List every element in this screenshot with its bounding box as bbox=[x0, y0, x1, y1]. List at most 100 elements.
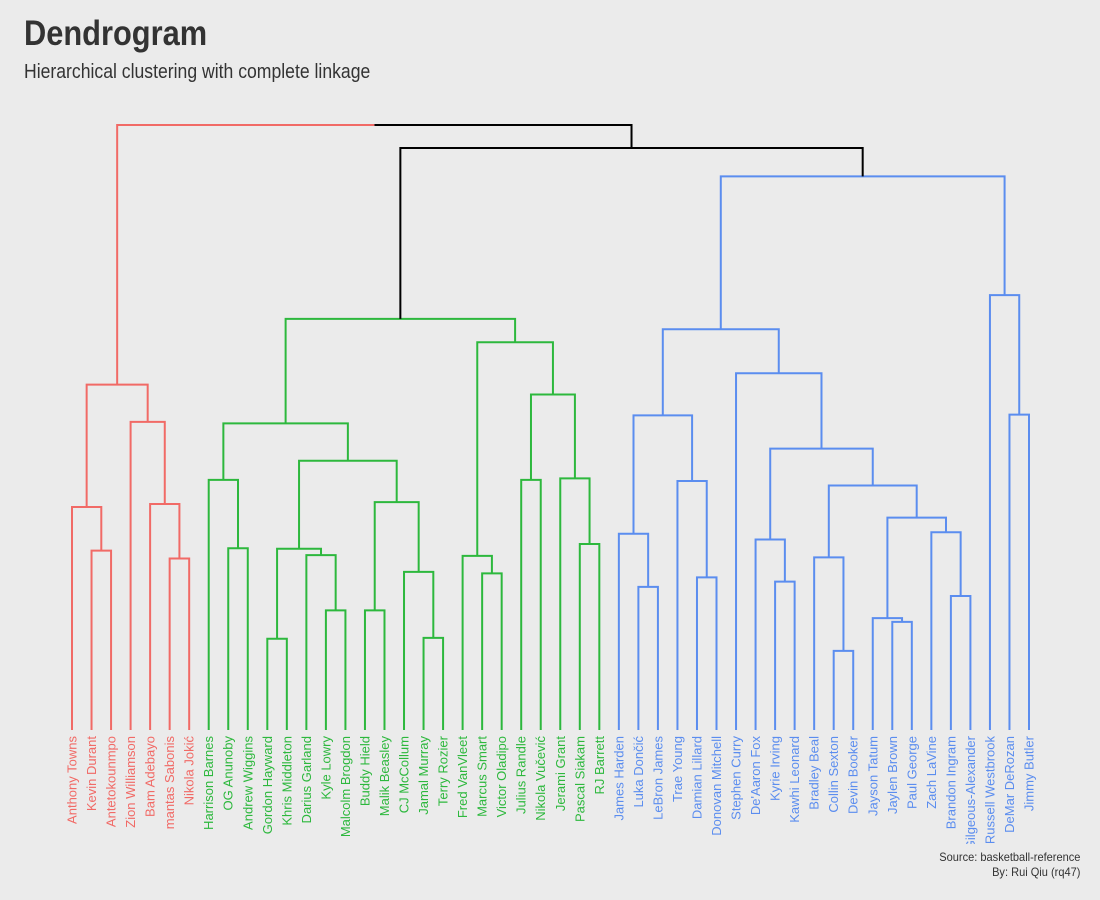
dendrogram-link bbox=[305, 554, 337, 730]
leaf-label: LeBron James bbox=[650, 736, 665, 820]
dendrogram-link bbox=[813, 556, 845, 730]
dendrogram-link bbox=[481, 572, 503, 730]
leaf-label: Pascal Siakam bbox=[572, 736, 587, 822]
leaf-label: Zach LaVine bbox=[924, 736, 939, 809]
dendrogram-link bbox=[578, 542, 601, 730]
leaf-label: Harrison Barnes bbox=[201, 736, 216, 830]
leaf-label: Malcolm Brogdon bbox=[338, 736, 353, 837]
leaf-label: OG Anunoby bbox=[221, 736, 236, 811]
leaf-label: Khris Middleton bbox=[279, 736, 294, 826]
leaf-label: Fred VanVleet bbox=[455, 736, 470, 819]
dendrogram-link bbox=[661, 328, 780, 416]
leaf-label: Jamal Murray bbox=[416, 736, 431, 815]
dendrogram-link bbox=[403, 570, 435, 730]
leaf-label: Damian Lillard bbox=[689, 736, 704, 819]
leaf-label: Trae Young bbox=[670, 736, 685, 802]
caption: Source: basketball-reference By: Rui Qiu… bbox=[939, 850, 1080, 880]
leaf-label: Stephen Curry bbox=[729, 736, 744, 820]
leaf-label: CJ McCollum bbox=[397, 736, 412, 813]
leaf-label: Zion Williamson bbox=[123, 736, 138, 828]
dendrogram-link bbox=[149, 502, 181, 730]
leaf-label: RJ Barrett bbox=[592, 736, 607, 795]
dendrogram-link bbox=[266, 637, 288, 730]
leaf-labels: Anthony Towns Kevin Durant Antetokounmpo Zi… bbox=[65, 735, 1037, 850]
dendrogram-link bbox=[373, 501, 420, 611]
leaf-label: Collin Sexton bbox=[826, 736, 841, 813]
dendrogram-links bbox=[71, 124, 1030, 730]
dendrogram-link bbox=[719, 175, 1006, 330]
leaf-label: Kawhi Leonard bbox=[787, 736, 802, 823]
dendrogram-link bbox=[207, 478, 240, 730]
leaf-label: Gilgeous-Alexander bbox=[963, 735, 978, 850]
dendrogram-link bbox=[774, 580, 796, 730]
leaf-label: Darius Garland bbox=[299, 736, 314, 823]
leaf-label: Kevin Durant bbox=[84, 736, 99, 812]
dendrogram-link bbox=[891, 620, 913, 730]
leaf-label: Terry Rozier bbox=[436, 735, 451, 806]
dendrogram-link bbox=[871, 617, 904, 730]
dendrogram-link bbox=[324, 609, 347, 730]
leaf-label: Russell Westbrook bbox=[982, 736, 997, 845]
caption-author: By: Rui Qiu (rq47) bbox=[991, 865, 1080, 879]
leaf-label: Luka Dončić bbox=[631, 736, 646, 808]
chart-subtitle: Hierarchical clustering with complete li… bbox=[24, 61, 371, 83]
dendrogram-link bbox=[168, 557, 191, 730]
leaf-label: Kyle Lowry bbox=[318, 736, 333, 800]
leaf-label: Jerami Grant bbox=[553, 736, 568, 812]
dendrogram-link bbox=[227, 547, 249, 730]
leaf-label: DeMar DeRozan bbox=[1002, 736, 1017, 833]
dendrogram-link bbox=[71, 505, 103, 730]
leaf-label: Antetokounmpo bbox=[104, 736, 119, 827]
leaf-label: Nikola Jokić bbox=[182, 736, 197, 806]
caption-source: Source: basketball-reference bbox=[938, 850, 1080, 864]
dendrogram-link bbox=[754, 538, 786, 730]
leaf-label: James Harden bbox=[611, 736, 626, 821]
dendrogram-link bbox=[559, 477, 591, 730]
leaf-label: Donovan Mitchell bbox=[709, 736, 724, 836]
leaf-label: Buddy Hield bbox=[357, 736, 372, 806]
chart-title: Dendrogram bbox=[24, 14, 208, 53]
leaf-label: Andrew Wiggins bbox=[240, 736, 255, 830]
leaf-label: Devin Booker bbox=[846, 735, 861, 814]
dendrogram-link bbox=[735, 372, 823, 730]
leaf-label: Anthony Towns bbox=[65, 736, 80, 824]
dendrogram-link bbox=[90, 549, 113, 730]
dendrogram-link bbox=[374, 124, 633, 148]
dendrogram-link bbox=[617, 532, 650, 730]
dendrogram-link bbox=[949, 594, 972, 730]
leaf-label: Bam Adebayo bbox=[143, 736, 158, 817]
dendrogram-link bbox=[276, 547, 323, 639]
dendrogram-link bbox=[988, 294, 1021, 730]
dendrogram-link bbox=[1008, 413, 1030, 730]
leaf-label: Paul George bbox=[904, 736, 919, 809]
leaf-label: Marcus Smart bbox=[475, 736, 490, 817]
dendrogram-link bbox=[930, 531, 962, 730]
dendrogram-link bbox=[461, 554, 493, 730]
dendrogram-link bbox=[827, 484, 918, 558]
leaf-label: Kyrie Irving bbox=[768, 736, 783, 801]
dendrogram-link bbox=[529, 393, 576, 480]
dendrogram-link bbox=[520, 478, 542, 730]
dendrogram-link bbox=[769, 447, 874, 540]
dendrogram-link bbox=[284, 317, 517, 424]
dendrogram-link bbox=[637, 585, 659, 730]
leaf-label: mantas Sabonis bbox=[162, 736, 177, 830]
leaf-label: Bradley Beal bbox=[807, 736, 822, 810]
dendrogram-link bbox=[676, 479, 708, 730]
leaf-label: Brandon Ingram bbox=[943, 736, 958, 829]
leaf-label: Jimmy Butler bbox=[1022, 735, 1037, 811]
leaf-label: Nikola Vučević bbox=[533, 736, 548, 821]
leaf-label: Victor Oladipo bbox=[494, 736, 509, 817]
dendrogram-link bbox=[85, 383, 149, 507]
dendrogram-link bbox=[298, 459, 398, 549]
dendrogram-link bbox=[363, 609, 386, 730]
dendrogram-link bbox=[116, 124, 375, 385]
dendrogram-link bbox=[129, 420, 166, 730]
dendrogram-link bbox=[422, 636, 445, 730]
leaf-label: Gordon Hayward bbox=[260, 736, 275, 834]
dendrogram-link bbox=[399, 146, 864, 319]
dendrogram-link bbox=[222, 422, 349, 480]
dendrogram-link bbox=[632, 414, 694, 534]
